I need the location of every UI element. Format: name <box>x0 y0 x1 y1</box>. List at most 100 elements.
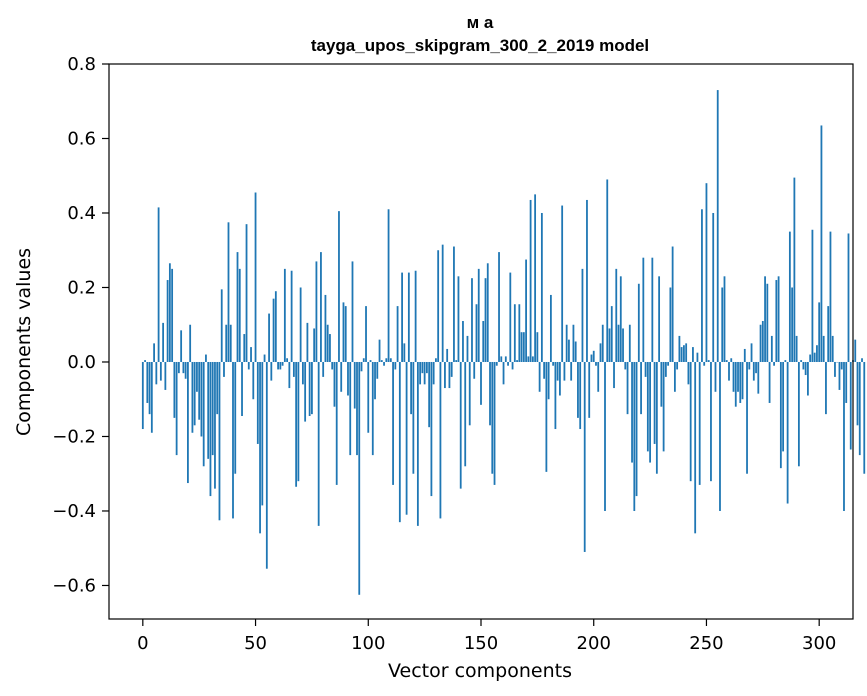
bar <box>764 276 766 362</box>
bar <box>374 361 376 400</box>
bar <box>177 361 180 374</box>
bar <box>419 361 422 385</box>
bar <box>435 358 437 362</box>
bar <box>509 272 512 362</box>
bar <box>353 361 356 409</box>
bar <box>545 361 548 472</box>
bar <box>791 287 794 362</box>
bar <box>326 324 329 362</box>
bar <box>854 339 857 362</box>
bar <box>631 361 633 463</box>
bar <box>721 287 724 362</box>
bar <box>187 361 189 484</box>
x-axis-ticks: 0 50 100 150 200 250 300 <box>137 619 836 654</box>
bar <box>358 361 361 595</box>
bar <box>784 360 787 362</box>
plot-frame <box>108 63 854 620</box>
x-tick-label: 100 <box>351 633 385 654</box>
bar <box>604 361 606 511</box>
bar <box>531 356 534 362</box>
bar <box>439 361 442 519</box>
bar <box>651 257 654 362</box>
bar <box>272 298 275 362</box>
bar <box>834 361 836 377</box>
bar <box>572 324 575 362</box>
bar <box>250 347 252 362</box>
bar <box>351 261 354 362</box>
bar <box>238 268 241 362</box>
bar <box>683 345 685 362</box>
bar <box>800 360 803 362</box>
bar <box>457 276 460 362</box>
bar <box>626 361 629 415</box>
bar <box>227 222 230 362</box>
bar <box>313 328 316 362</box>
y-tick-label: 0.8 <box>67 54 96 75</box>
bar <box>748 361 751 370</box>
bar <box>673 361 676 392</box>
bar <box>205 354 207 362</box>
bar <box>356 361 358 456</box>
bar <box>845 361 848 403</box>
bar <box>712 212 715 362</box>
bar <box>416 361 419 526</box>
bar <box>362 358 365 362</box>
bar-series <box>141 90 866 595</box>
bar <box>288 361 291 389</box>
bar <box>473 361 476 379</box>
bar <box>209 361 212 497</box>
bar <box>155 361 158 385</box>
bar <box>148 361 151 415</box>
bar <box>804 361 807 376</box>
bar <box>540 212 543 362</box>
bar <box>182 361 185 374</box>
bar <box>191 361 194 433</box>
bar <box>655 361 658 474</box>
bar <box>739 361 742 403</box>
bar <box>552 361 555 366</box>
bar <box>728 361 730 381</box>
bar <box>527 356 530 362</box>
bar <box>590 354 593 362</box>
bar <box>349 361 352 456</box>
bar <box>520 332 523 362</box>
bar <box>759 324 762 362</box>
bar <box>159 361 162 381</box>
bar <box>376 361 379 379</box>
bar <box>371 361 374 456</box>
bar <box>369 360 372 362</box>
bar <box>274 291 277 362</box>
bar <box>786 361 789 504</box>
bar <box>265 361 268 569</box>
bar <box>816 345 818 362</box>
bar <box>628 324 631 362</box>
bar <box>595 361 597 366</box>
bar <box>464 361 467 467</box>
bar <box>586 199 588 362</box>
bar <box>777 276 780 362</box>
y-tick-label: 0.0 <box>67 352 96 373</box>
bar <box>428 361 431 428</box>
bar <box>716 90 719 362</box>
bar <box>838 361 841 390</box>
x-tick-label: 300 <box>802 633 836 654</box>
bar <box>743 348 746 362</box>
bar <box>412 361 415 474</box>
bar <box>856 361 859 426</box>
bar <box>493 361 496 485</box>
bar <box>331 361 334 370</box>
bar <box>809 354 812 362</box>
bar <box>198 361 201 420</box>
bar <box>475 304 478 362</box>
bar <box>633 361 636 511</box>
x-tick-label: 0 <box>137 633 148 654</box>
bar <box>549 294 552 362</box>
bar <box>563 361 566 381</box>
bar <box>392 361 394 485</box>
bar <box>861 358 863 362</box>
bar <box>840 361 843 370</box>
x-tick-label: 250 <box>689 633 723 654</box>
bar <box>725 360 728 362</box>
bar <box>446 348 449 362</box>
bar <box>263 354 266 362</box>
